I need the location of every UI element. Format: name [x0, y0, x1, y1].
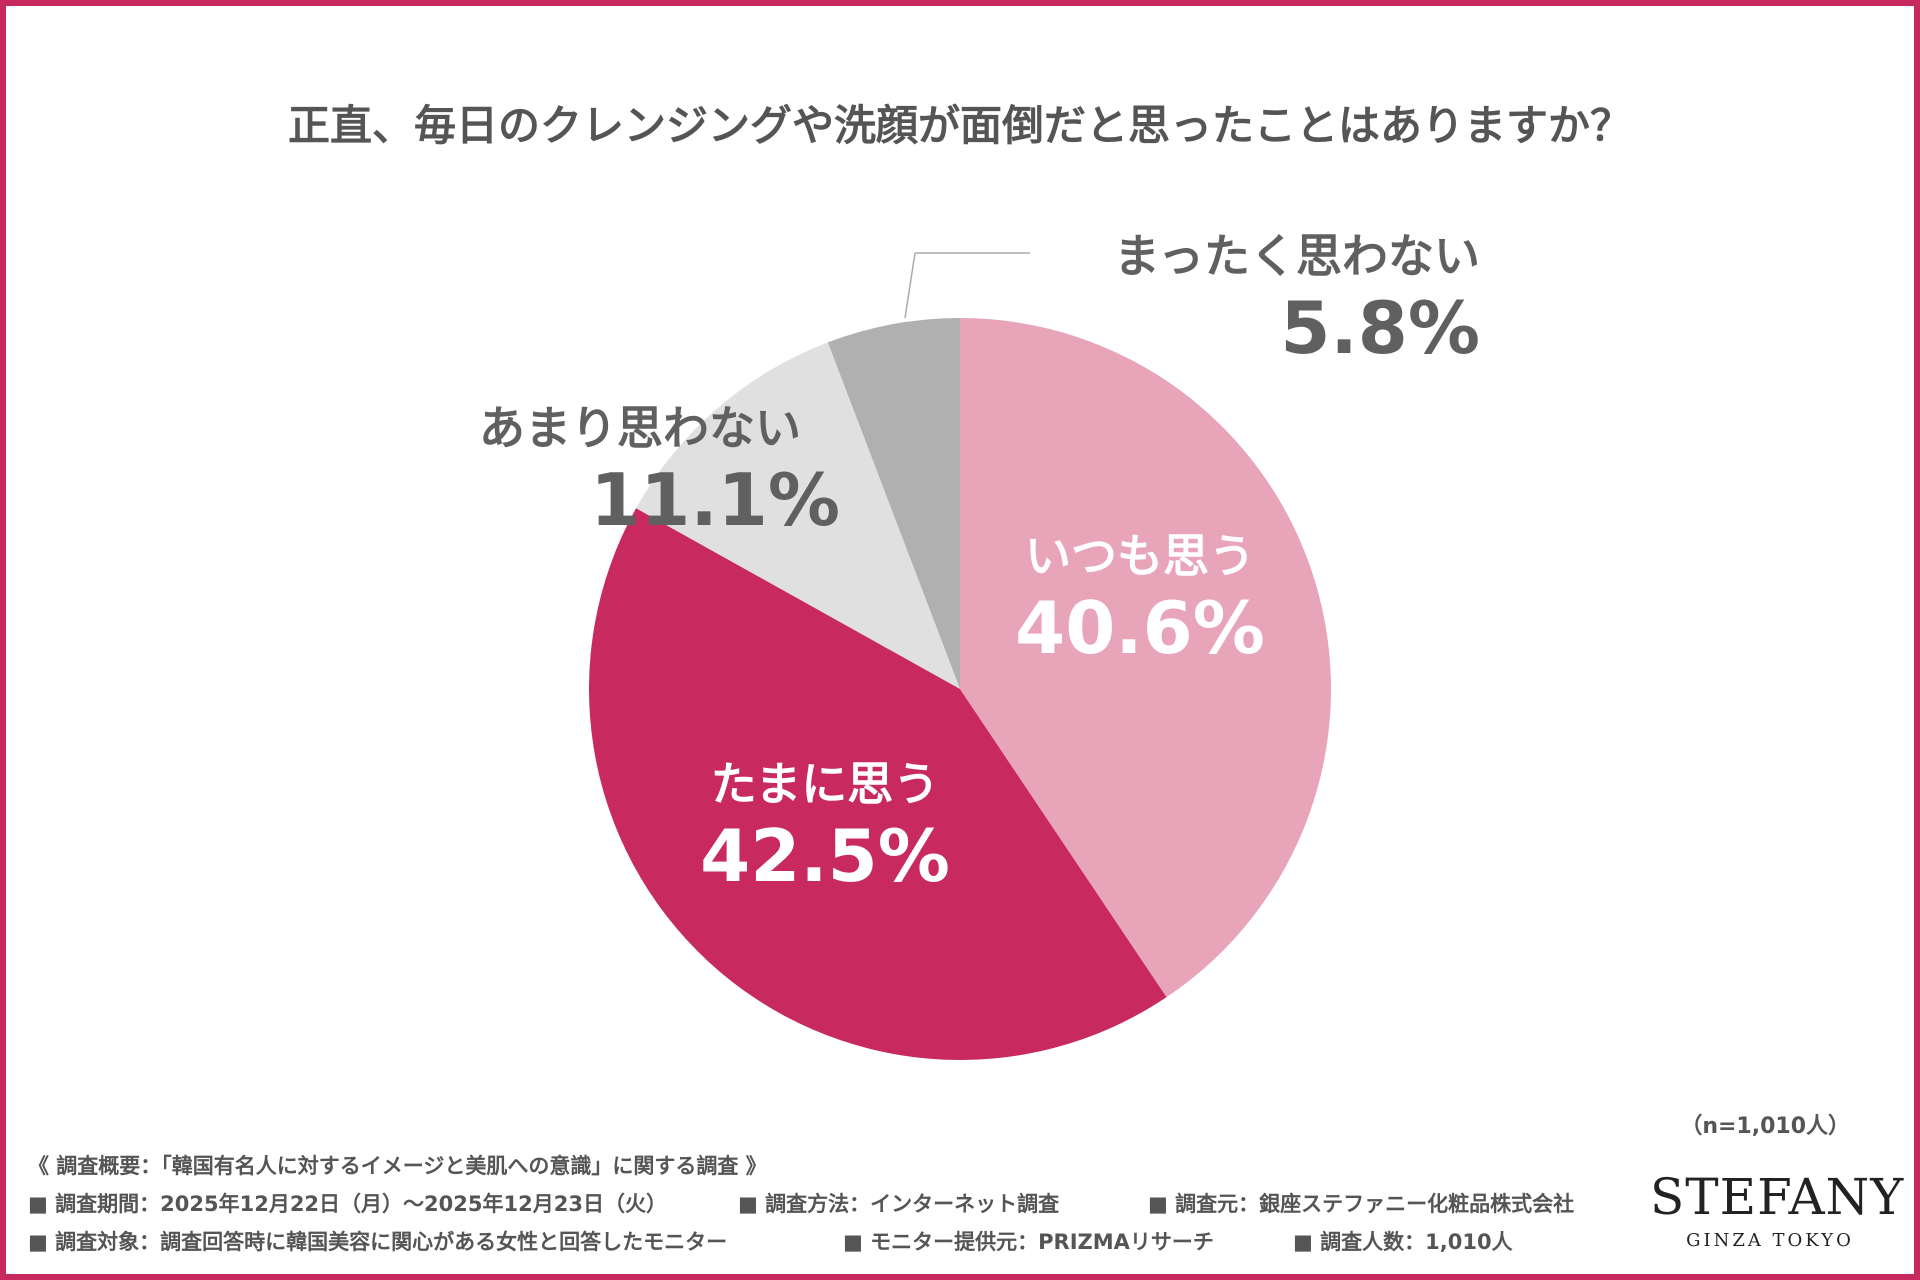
data-label: 5.8%	[1280, 286, 1480, 370]
survey-source: ■ 調査元：銀座ステファニー化粧品株式会社	[1148, 1192, 1575, 1216]
survey-method: ■ 調査方法：インターネット調査	[738, 1192, 1060, 1216]
pie-slice-1	[589, 508, 1167, 1060]
logo-name: STEFANY	[1650, 1168, 1905, 1226]
survey-target: ■ 調査対象：調査回答時に韓国美容に関心がある女性と回答したモニター	[28, 1230, 728, 1254]
pie-slice-3	[827, 318, 960, 689]
survey-count: ■ 調査人数：1,010人	[1293, 1230, 1513, 1254]
slice-label-1: たまに思う 42.5%	[645, 748, 1005, 898]
data-label: 11.1%	[590, 458, 840, 542]
survey-period: ■ 調査期間：2025年12月22日（月）～2025年12月23日（火）	[28, 1192, 667, 1216]
pie-slice-2	[636, 342, 960, 689]
slice-label-2: あまり思わない 11.1%	[440, 392, 840, 542]
survey-provider: ■ モニター提供元：PRIZMAリサーチ	[843, 1230, 1214, 1254]
survey-heading: 《 調査概要：「韓国有名人に対するイメージと美肌への意識」に関する調査 》	[28, 1154, 767, 1178]
data-label: 40.6%	[1015, 586, 1265, 670]
chart-title: 正直、毎日のクレンジングや洗顔が面倒だと思ったことはありますか？	[287, 101, 1632, 150]
slice-label-0: いつも思う 40.6%	[960, 520, 1320, 670]
survey-row-1: ■ 調査期間：2025年12月22日（月）～2025年12月23日（火） ■ 調査…	[28, 1188, 1574, 1218]
logo-sub: GINZA TOKYO	[1686, 1230, 1854, 1251]
data-label: 42.5%	[700, 814, 950, 898]
category-label: あまり思わない	[479, 401, 801, 455]
leader-line	[904, 252, 916, 319]
category-label: たまに思う	[710, 757, 940, 811]
sample-size: （n=1,010人）	[1680, 1114, 1850, 1139]
stefany-logo: STEFANY GINZA TOKYO	[1650, 1168, 1905, 1251]
category-label: いつも思う	[1025, 529, 1255, 583]
category-label: まったく思わない	[1113, 229, 1480, 283]
slice-label-3: まったく思わない 5.8%	[1040, 220, 1480, 370]
survey-row-2: ■ 調査対象：調査回答時に韓国美容に関心がある女性と回答したモニター ■ モニター…	[28, 1226, 1513, 1256]
pie-slice-0	[960, 318, 1331, 998]
